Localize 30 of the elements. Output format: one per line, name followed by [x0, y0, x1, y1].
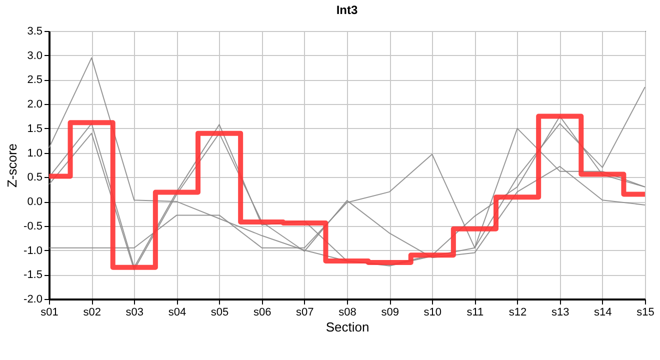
x-tick-label: s13 — [551, 306, 570, 318]
x-tick-label: s05 — [210, 306, 229, 318]
y-tick-label: 1.0 — [27, 147, 42, 160]
x-tick-label: s11 — [466, 306, 484, 318]
y-tick-label: -1.5 — [24, 269, 42, 282]
x-tick-label: s04 — [168, 306, 186, 318]
y-axis-title: Z-score — [4, 143, 20, 188]
y-tick-label: -0.5 — [24, 220, 42, 232]
x-tick-label: s10 — [424, 306, 442, 318]
x-tick-label: s03 — [126, 306, 144, 318]
y-tick-label: 1.5 — [27, 122, 42, 135]
y-tick-label: -1.0 — [24, 244, 42, 257]
x-tick-label: s09 — [381, 306, 399, 318]
y-tick-label: 0.5 — [27, 172, 42, 184]
x-tick-label: s07 — [296, 306, 314, 318]
y-tick-label: 3.5 — [27, 26, 42, 38]
y-tick-label: -2.0 — [24, 294, 42, 306]
y-tick-label: 2.5 — [27, 74, 42, 86]
x-tick-label: s06 — [253, 306, 272, 318]
y-tick-label: 2.0 — [27, 98, 42, 111]
x-tick-label: s14 — [594, 306, 612, 318]
chart-title: Int3 — [336, 3, 358, 17]
x-tick-label: s15 — [636, 306, 654, 318]
x-axis-title: Section — [326, 320, 370, 334]
x-tick-label: s02 — [83, 306, 101, 318]
x-tick-label: s01 — [40, 306, 58, 318]
x-tick-label: s12 — [508, 306, 527, 318]
x-tick-label: s08 — [338, 306, 356, 318]
y-tick-label: 0.0 — [27, 196, 42, 208]
y-tick-label: 3.0 — [27, 50, 42, 62]
